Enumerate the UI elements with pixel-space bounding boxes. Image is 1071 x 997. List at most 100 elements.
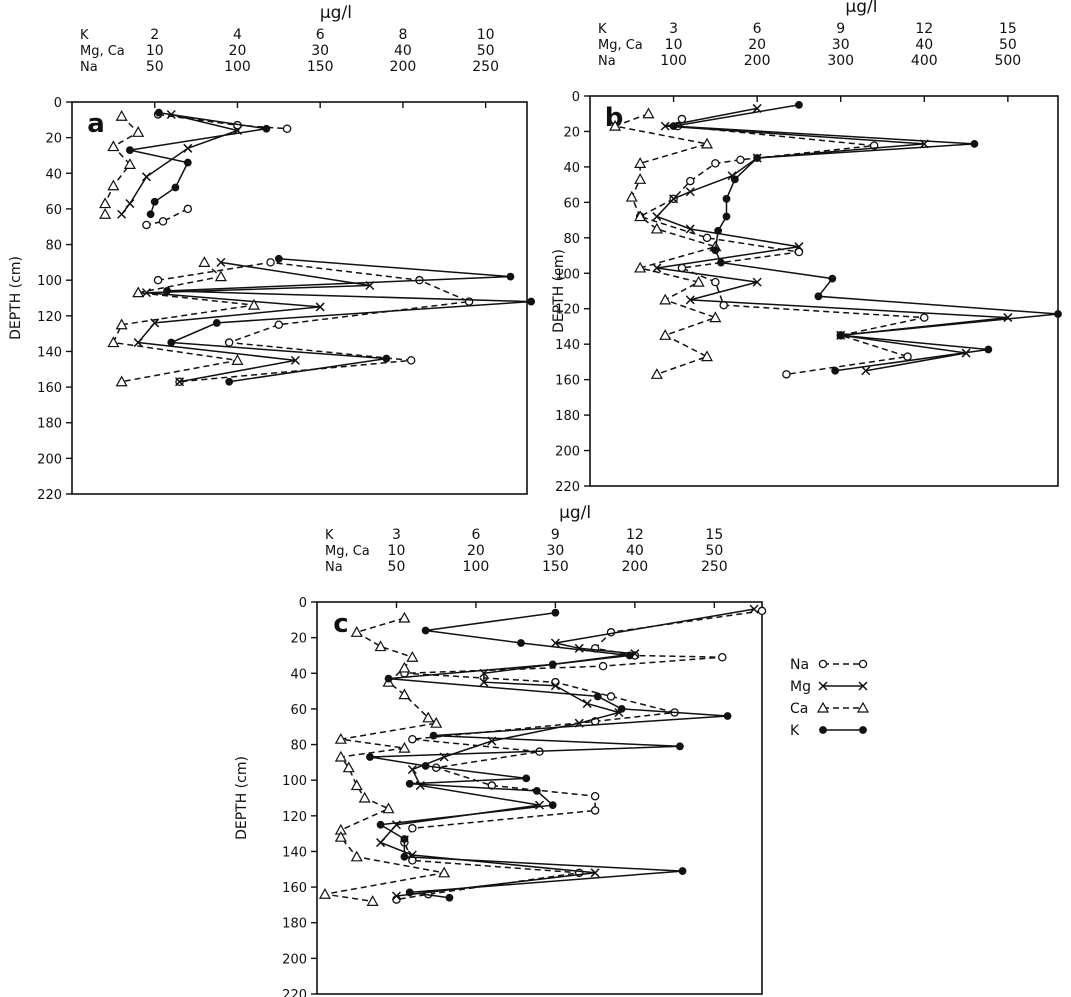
data-point-ca [642,107,655,119]
data-point-k [225,377,234,386]
data-point-ca [132,286,145,298]
data-point-na [903,352,912,361]
data-point-na [794,247,804,257]
data-point-mg [685,295,695,305]
scale-tick-label: 50 [146,59,164,75]
y-tick-label: 60 [563,196,580,211]
y-tick-label: 220 [282,988,307,997]
data-point-k [828,274,837,283]
scale-tick-label: 2 [150,27,159,43]
data-point-ca [350,779,363,791]
data-point-k [421,762,430,770]
data-point-k [678,867,687,875]
data-point-k [753,154,762,162]
data-point-k [617,705,626,713]
data-point-k [723,712,732,720]
scale-tick-label: 50 [477,43,495,59]
panel-letter: c [333,609,348,639]
legend-label: K [790,723,800,739]
data-point-na [282,124,292,133]
data-point-ca [382,802,395,814]
data-point-na [686,176,695,186]
series-line-na [157,261,472,383]
scale-tick-label: 100 [224,59,251,75]
scale-tick-label: 400 [911,53,938,69]
data-point-k [171,183,180,192]
y-tick-label: 200 [555,445,580,460]
data-point-k [831,366,840,375]
series-ca [99,110,261,387]
data-point-k [795,100,803,109]
series-line-mg [379,608,755,897]
y-tick-label: 80 [563,232,580,247]
data-point-mg [794,242,804,252]
data-point-k [711,246,720,255]
y-tick-label: 140 [282,845,307,860]
data-point-ca [358,791,371,803]
chart-panel-b: μg/l 0 20 40 60 80 100 120 140 160 180 200 220 DEPTH … [551,0,1062,495]
y-tick-label: 60 [45,203,62,218]
data-point-k [714,226,723,235]
data-point-na [408,824,417,833]
data-point-ca [107,140,120,152]
series-line-ca [612,112,719,376]
scale-label: Mg, Ca [80,44,125,59]
data-point-ca [366,895,379,906]
scale-tick-label: 15 [705,527,723,543]
data-point-mg [582,699,592,709]
y-tick-label: 160 [555,374,580,389]
y-tick-label: 0 [572,90,580,105]
data-point-k [274,254,283,263]
data-point-ca [634,157,647,168]
data-point-k [400,835,409,843]
data-point-na [142,220,151,230]
data-point-ca [398,661,411,673]
scale-tick-label: 30 [311,43,329,59]
data-point-ca [334,750,347,762]
data-point-ca [430,716,443,728]
data-point-mg [133,338,143,348]
scale-label: K [80,28,89,43]
y-tick-label: 120 [555,303,580,318]
data-point-k [163,286,172,295]
scale-tick-label: 30 [832,37,850,53]
data-point-ca [374,640,387,652]
data-point-mg [752,277,762,287]
scale-tick-label: 10 [146,43,164,59]
data-point-ca [398,611,411,623]
scale-tick-label: 12 [915,21,933,37]
scale-tick-label: 150 [542,559,569,575]
data-point-k [183,158,192,167]
scale-label: K [598,22,607,37]
data-point-mg [861,366,871,376]
scale-label: Na [80,60,98,75]
data-point-na [153,275,163,285]
y-tick-label: 140 [37,345,62,360]
scale-tick-label: 40 [394,43,412,59]
data-point-ca [438,866,451,878]
legend-marker [816,701,830,713]
data-point-k [532,786,541,795]
data-point-mg [479,677,489,687]
scale-label: Na [598,54,616,69]
scale-tick-label: 50 [705,543,723,559]
y-tick-label: 80 [290,739,307,754]
scale-tick-label: 150 [307,59,334,75]
unit-label: μg/l [320,3,352,23]
data-point-ca [342,761,355,773]
data-point-k [722,212,731,221]
data-point-k [405,779,414,788]
data-point-ca [198,256,211,267]
scale-tick-label: 3 [392,527,401,543]
data-point-ca [406,651,419,662]
data-point-na [183,204,193,214]
data-point-ca [99,197,112,209]
data-point-k [984,345,993,354]
data-point-k [675,742,684,751]
data-point-k [836,331,845,340]
data-point-k [506,272,515,281]
scale-tick-label: 6 [753,21,762,37]
scale-tick-label: 250 [472,59,499,75]
y-tick-label: 20 [290,632,307,647]
data-point-ca [700,350,714,362]
